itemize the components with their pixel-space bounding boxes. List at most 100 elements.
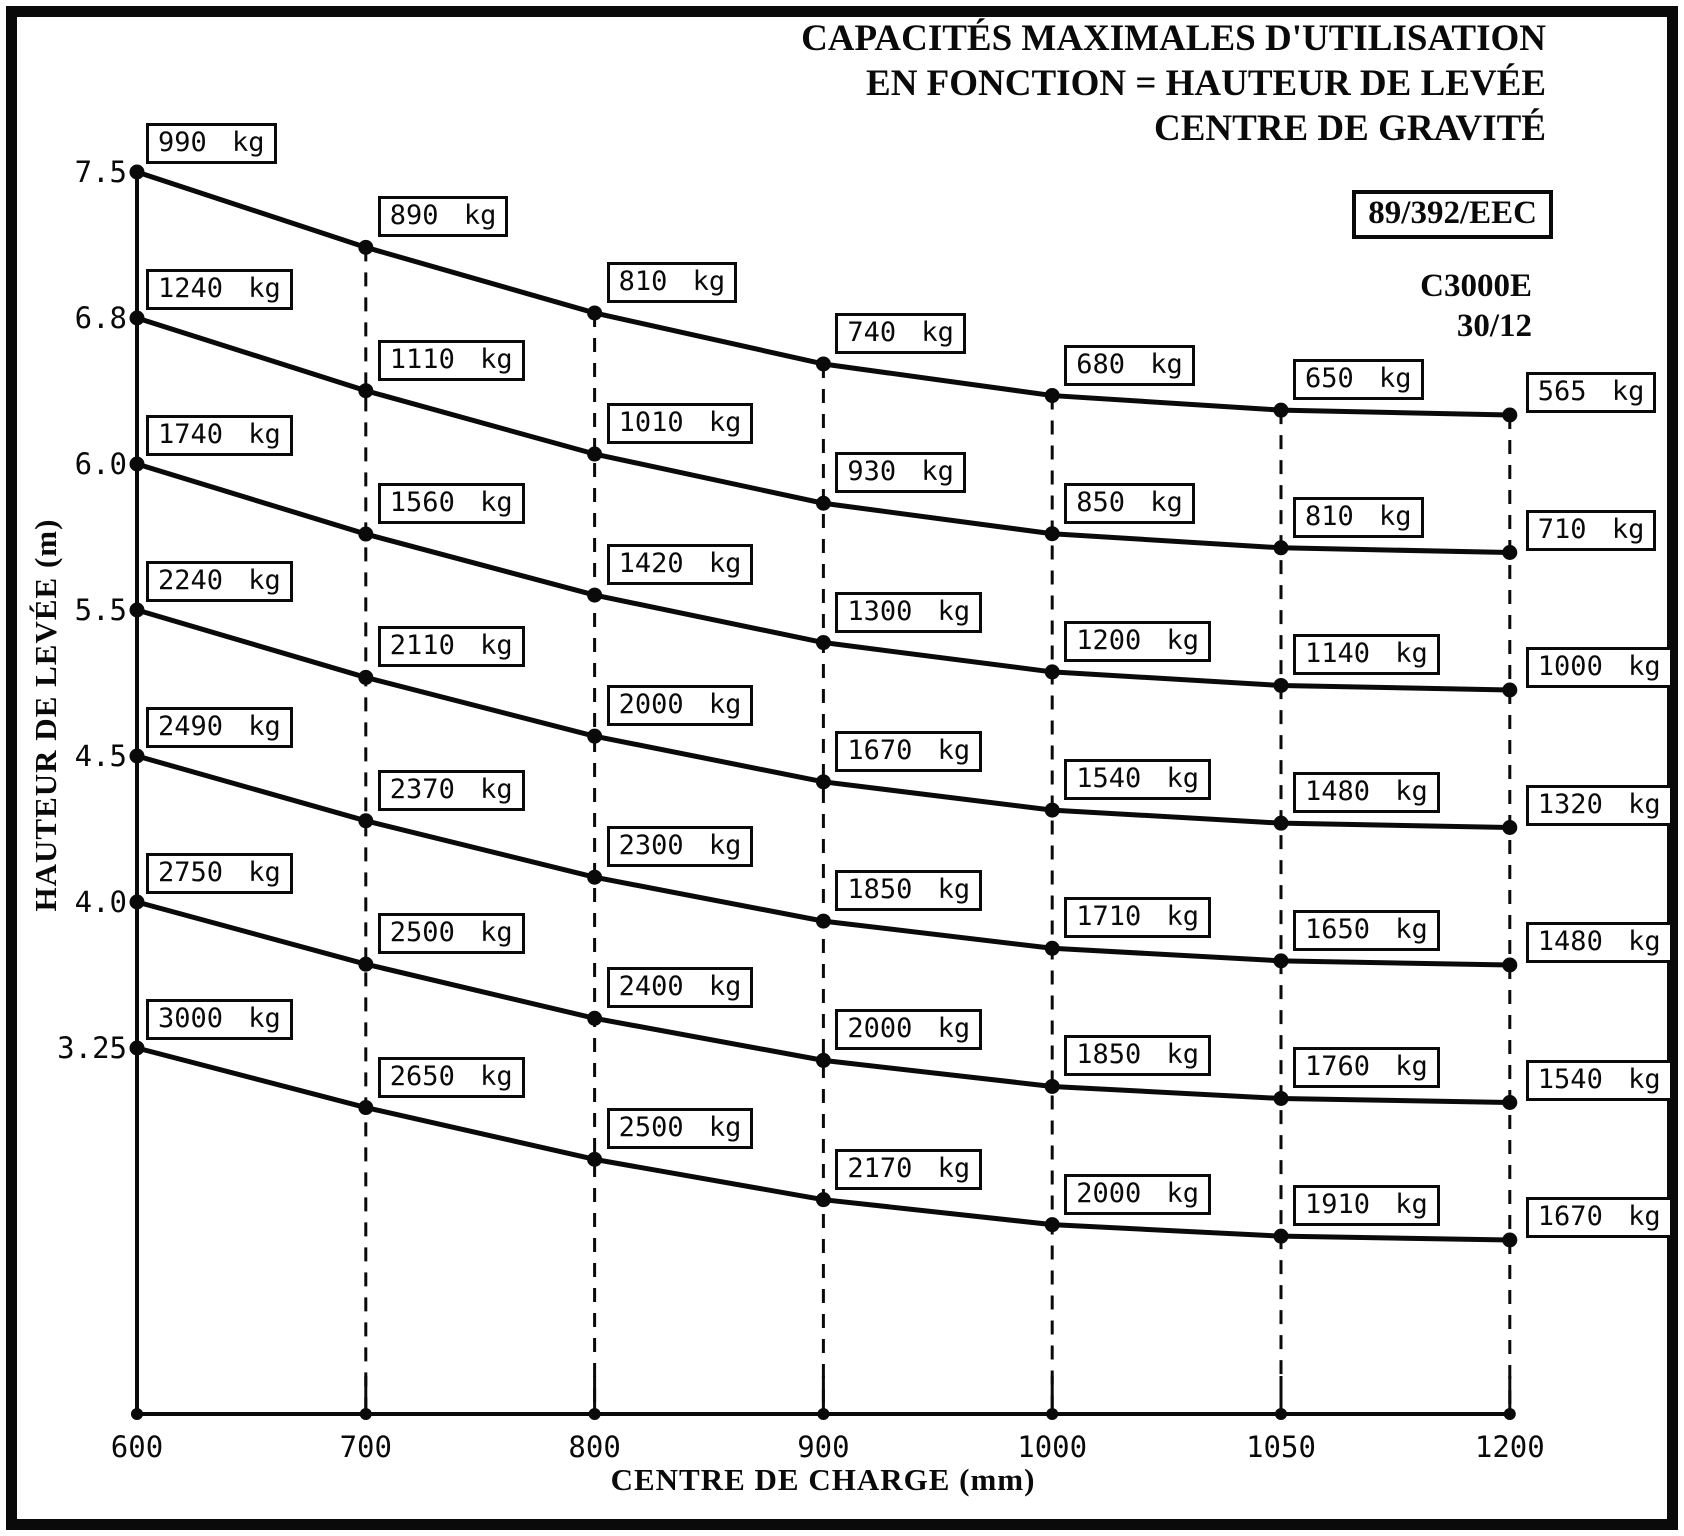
capacity-label: 1010 kg <box>606 403 754 444</box>
capacity-label: 680 kg <box>1064 344 1195 386</box>
data-point-marker <box>1273 953 1289 969</box>
capacity-label: 2750 kg <box>146 853 293 894</box>
capacity-label: 1650 kg <box>1293 909 1440 951</box>
y-tick-label: 4.5 <box>74 739 127 773</box>
data-point-marker <box>1502 1095 1518 1110</box>
capacity-label: 1760 kg <box>1293 1047 1440 1089</box>
data-point-marker <box>1044 1217 1060 1233</box>
data-point-marker <box>1502 407 1518 423</box>
data-point-marker <box>587 587 603 603</box>
capacity-label: 1560 kg <box>377 483 525 525</box>
data-point-marker <box>129 748 145 764</box>
y-tick-label: 6.0 <box>74 447 127 481</box>
data-point-marker <box>358 956 374 972</box>
data-point-marker <box>1044 526 1060 542</box>
data-point-marker <box>129 456 145 472</box>
axis-tick-dot <box>359 1408 372 1420</box>
capacity-label: 1200 kg <box>1064 620 1211 662</box>
capacity-label: 740 kg <box>835 312 966 354</box>
axis-tick-dot <box>1046 1408 1059 1420</box>
data-point-marker <box>358 813 374 829</box>
data-point-marker <box>1502 682 1518 698</box>
data-point-marker <box>1502 957 1518 973</box>
capacity-label: 1670 kg <box>835 730 983 772</box>
data-point-marker <box>815 1052 831 1068</box>
data-point-marker <box>1044 1078 1060 1094</box>
capacity-label: 1240 kg <box>146 269 293 310</box>
chart-title: CAPACITÉS MAXIMALES D'UTILISATION EN FON… <box>801 16 1546 151</box>
data-point-marker <box>815 635 831 651</box>
data-point-marker <box>358 383 374 399</box>
capacity-label: 1110 kg <box>377 339 525 381</box>
capacity-label: 3000 kg <box>146 999 293 1040</box>
data-point-marker <box>1273 540 1289 556</box>
capacity-label: 1710 kg <box>1064 897 1211 939</box>
model-variant: 30/12 <box>1456 308 1532 344</box>
data-point-marker <box>587 1151 603 1167</box>
axis-tick-dot <box>1275 1408 1287 1420</box>
capacity-label: 1480 kg <box>1525 922 1673 963</box>
data-point-marker <box>1273 402 1289 418</box>
data-point-marker <box>1044 940 1060 956</box>
capacity-label: 1140 kg <box>1293 634 1440 676</box>
y-tick-label: 7.5 <box>74 155 127 189</box>
model-block: C3000E 30/12 <box>1420 266 1532 346</box>
data-point-marker <box>815 774 831 790</box>
data-point-marker <box>129 894 145 910</box>
x-tick-label: 800 <box>568 1430 621 1464</box>
capacity-label: 1420 kg <box>606 544 754 586</box>
data-point-marker <box>358 239 374 255</box>
capacity-label: 710 kg <box>1525 509 1657 551</box>
capacity-label: 2500 kg <box>606 1108 754 1150</box>
capacity-label: 2490 kg <box>146 707 293 748</box>
data-point-marker <box>815 495 831 511</box>
capacity-label: 890 kg <box>377 196 509 238</box>
data-point-marker <box>1502 545 1518 560</box>
capacity-label: 2300 kg <box>606 826 754 868</box>
capacity-label: 1740 kg <box>146 415 293 456</box>
data-point-marker <box>1502 1232 1518 1248</box>
capacity-label: 810 kg <box>606 261 738 303</box>
data-point-marker <box>1273 815 1289 831</box>
x-axis-title: CENTRE DE CHARGE (mm) <box>610 1462 1036 1497</box>
data-point-marker <box>1502 820 1518 835</box>
capacity-label: 2000 kg <box>835 1009 983 1051</box>
data-point-marker <box>1044 802 1060 818</box>
data-point-marker <box>129 1040 145 1056</box>
x-tick-label: 1000 <box>1017 1430 1088 1464</box>
capacity-label: 1480 kg <box>1293 772 1440 814</box>
x-tick-label: 600 <box>110 1430 164 1464</box>
x-tick-label: 1200 <box>1474 1430 1545 1464</box>
data-point-marker <box>1044 664 1060 680</box>
data-point-marker <box>358 1100 374 1116</box>
x-tick-label: 700 <box>339 1430 392 1464</box>
y-tick-label: 4.0 <box>74 885 127 919</box>
data-point-marker <box>587 446 603 462</box>
capacity-label: 1540 kg <box>1064 759 1211 801</box>
axis-tick-dot <box>588 1408 601 1420</box>
chart-title-line-1: CAPACITÉS MAXIMALES D'UTILISATION <box>801 18 1546 59</box>
capacity-label: 1300 kg <box>835 591 983 633</box>
chart-title-line-3: CENTRE DE GRAVITÉ <box>1153 108 1546 149</box>
data-point-marker <box>129 310 145 326</box>
capacity-label: 2000 kg <box>1064 1173 1211 1215</box>
capacity-label: 1850 kg <box>835 870 983 912</box>
data-point-marker <box>587 1010 603 1026</box>
axis-tick-dot <box>1503 1408 1516 1420</box>
y-tick-label: 3.25 <box>57 1031 127 1065</box>
capacity-label: 1910 kg <box>1293 1185 1440 1227</box>
capacity-label: 1320 kg <box>1525 784 1673 826</box>
capacity-label: 990 kg <box>146 123 277 164</box>
data-point-marker <box>1044 388 1060 404</box>
axis-tick-dot <box>131 1408 143 1420</box>
capacity-label: 850 kg <box>1064 482 1195 524</box>
capacity-label: 1670 kg <box>1525 1197 1673 1238</box>
capacity-label: 2240 kg <box>146 561 293 602</box>
capacity-label: 565 kg <box>1525 372 1657 413</box>
data-point-marker <box>1273 1228 1289 1244</box>
data-point-marker <box>587 728 603 744</box>
y-tick-label: 6.8 <box>74 301 127 335</box>
capacity-label: 930 kg <box>835 452 966 494</box>
